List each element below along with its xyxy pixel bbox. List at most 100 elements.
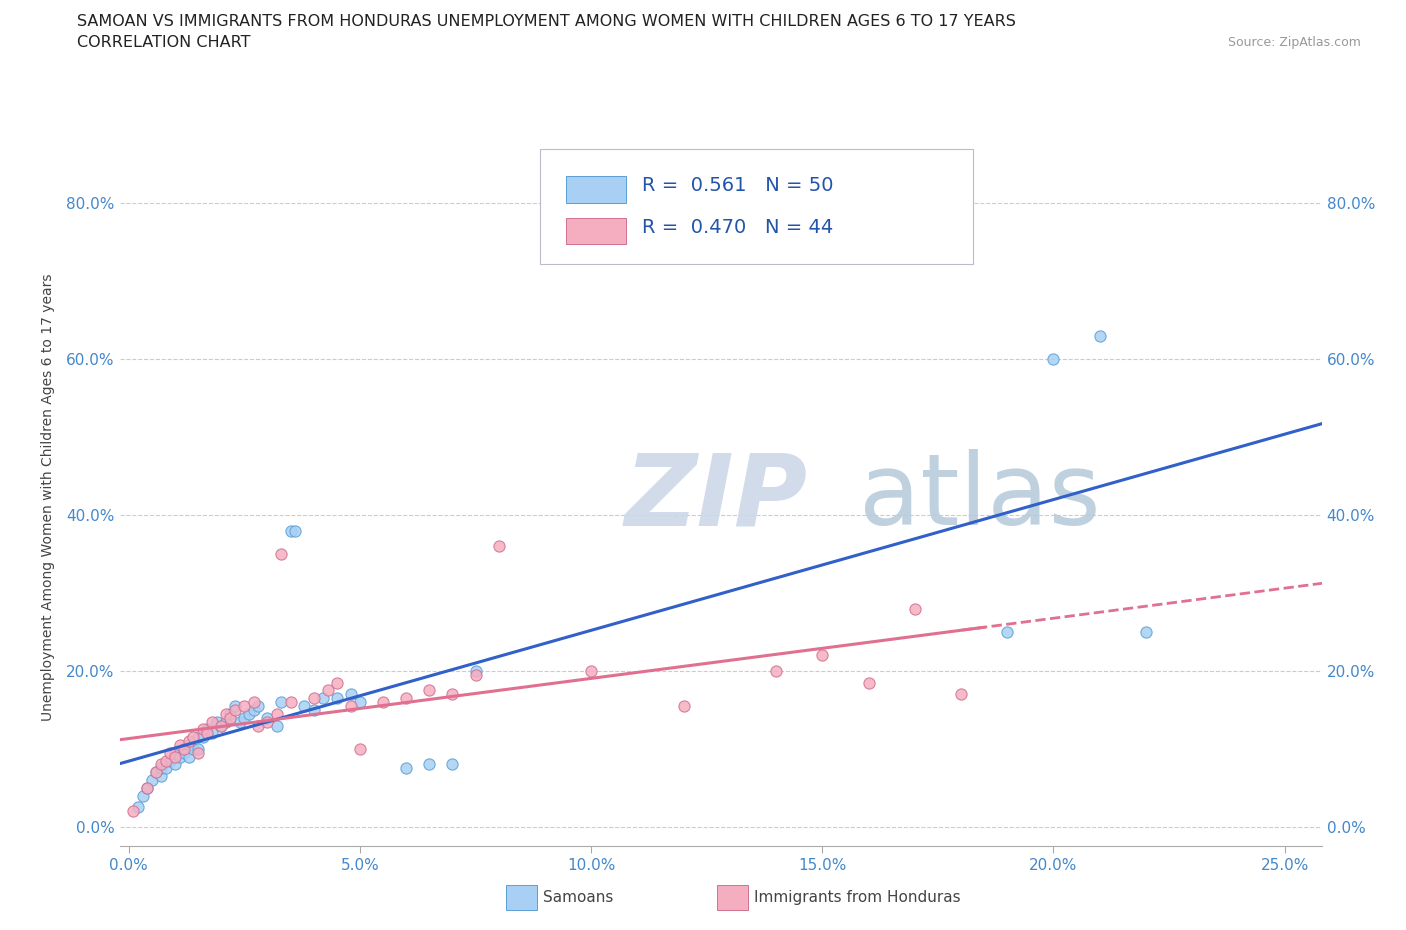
- Text: atlas: atlas: [859, 449, 1101, 546]
- Point: [441, 687, 464, 702]
- Point: [155, 761, 177, 776]
- Point: [150, 769, 173, 784]
- Point: [1042, 352, 1064, 366]
- Point: [163, 757, 186, 772]
- Point: [858, 675, 880, 690]
- Point: [280, 695, 302, 710]
- Point: [441, 757, 464, 772]
- Point: [418, 757, 440, 772]
- Point: [242, 702, 264, 717]
- Point: [395, 691, 418, 706]
- Point: [256, 714, 278, 729]
- Point: [488, 538, 510, 553]
- Point: [1088, 328, 1111, 343]
- Point: [904, 601, 927, 616]
- Point: [233, 711, 256, 725]
- Point: [349, 741, 371, 756]
- Point: [238, 707, 260, 722]
- Point: [155, 753, 177, 768]
- Point: [1135, 625, 1157, 640]
- Point: [187, 745, 209, 760]
- Point: [141, 773, 163, 788]
- Point: [284, 524, 307, 538]
- Text: CORRELATION CHART: CORRELATION CHART: [77, 35, 250, 50]
- Point: [270, 547, 292, 562]
- Point: [219, 707, 242, 722]
- Point: [949, 687, 972, 702]
- Point: [215, 707, 238, 722]
- Text: ZIP: ZIP: [624, 449, 807, 546]
- Point: [579, 663, 602, 678]
- Point: [312, 691, 335, 706]
- Point: [183, 741, 205, 756]
- Point: [418, 683, 440, 698]
- Point: [228, 714, 250, 729]
- Point: [219, 711, 242, 725]
- Point: [266, 718, 288, 733]
- Point: [183, 730, 205, 745]
- Point: [464, 668, 486, 683]
- Point: [266, 707, 288, 722]
- Point: [173, 741, 195, 756]
- Point: [195, 725, 218, 740]
- Y-axis label: Unemployment Among Women with Children Ages 6 to 17 years: Unemployment Among Women with Children A…: [41, 273, 55, 722]
- Point: [177, 750, 200, 764]
- Point: [159, 745, 181, 760]
- Point: [187, 730, 209, 745]
- Point: [326, 675, 349, 690]
- Point: [205, 714, 228, 729]
- Bar: [565, 176, 626, 203]
- Point: [201, 714, 224, 729]
- Point: [270, 695, 292, 710]
- Point: [247, 718, 270, 733]
- Point: [256, 711, 278, 725]
- Point: [122, 804, 145, 818]
- Point: [371, 695, 394, 710]
- Point: [339, 698, 361, 713]
- Point: [224, 698, 246, 713]
- Point: [294, 698, 316, 713]
- Point: [191, 730, 214, 745]
- Point: [233, 698, 256, 713]
- Point: [163, 745, 186, 760]
- Point: [173, 745, 195, 760]
- Point: [209, 718, 232, 733]
- Point: [349, 695, 371, 710]
- Point: [224, 702, 246, 717]
- Text: SAMOAN VS IMMIGRANTS FROM HONDURAS UNEMPLOYMENT AMONG WOMEN WITH CHILDREN AGES 6: SAMOAN VS IMMIGRANTS FROM HONDURAS UNEMP…: [77, 14, 1017, 29]
- Point: [163, 750, 186, 764]
- FancyBboxPatch shape: [540, 149, 973, 264]
- Point: [159, 753, 181, 768]
- Point: [765, 663, 787, 678]
- Point: [150, 757, 173, 772]
- Point: [127, 800, 149, 815]
- Point: [302, 702, 325, 717]
- Text: R =  0.561   N = 50: R = 0.561 N = 50: [643, 177, 834, 195]
- Point: [145, 764, 167, 779]
- Point: [247, 698, 270, 713]
- Point: [136, 780, 159, 795]
- Point: [215, 714, 238, 729]
- Point: [191, 722, 214, 737]
- Point: [316, 683, 339, 698]
- Point: [811, 648, 834, 663]
- Point: [672, 698, 695, 713]
- Point: [177, 737, 200, 752]
- Text: Samoans: Samoans: [543, 890, 613, 905]
- Bar: [565, 218, 626, 245]
- Point: [177, 734, 200, 749]
- Text: Immigrants from Honduras: Immigrants from Honduras: [754, 890, 960, 905]
- Point: [339, 687, 361, 702]
- Point: [169, 737, 191, 752]
- Text: R =  0.470   N = 44: R = 0.470 N = 44: [643, 219, 834, 237]
- Point: [464, 663, 486, 678]
- Point: [242, 695, 264, 710]
- Point: [150, 761, 173, 776]
- Point: [136, 780, 159, 795]
- Point: [201, 725, 224, 740]
- Point: [187, 741, 209, 756]
- Point: [302, 691, 325, 706]
- Point: [131, 789, 153, 804]
- Point: [195, 722, 218, 737]
- Point: [280, 524, 302, 538]
